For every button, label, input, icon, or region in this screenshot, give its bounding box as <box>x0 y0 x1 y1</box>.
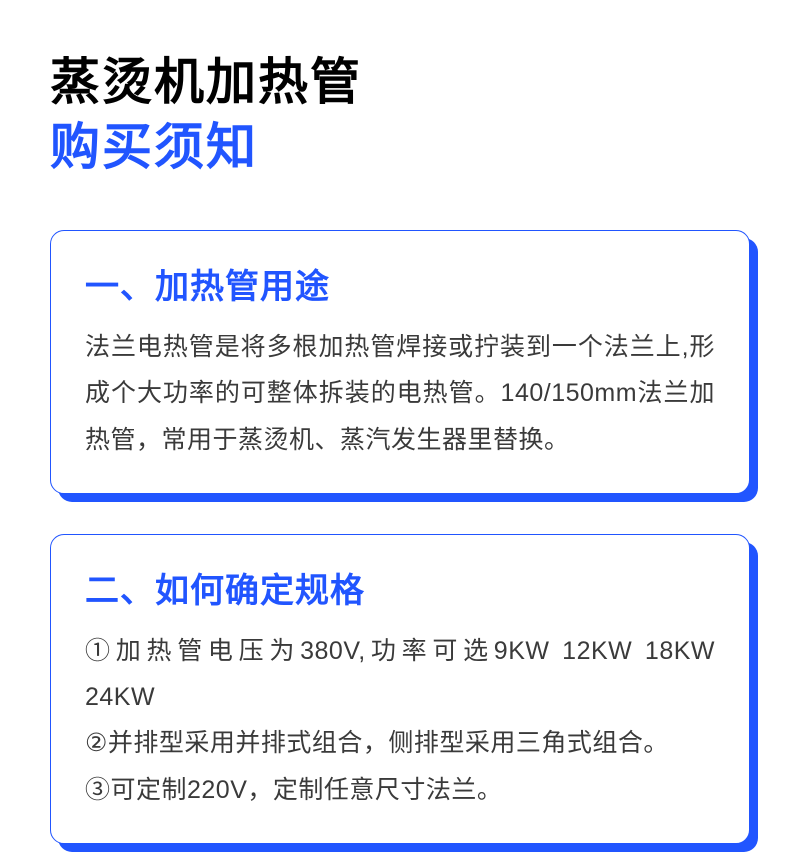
card-content: 二、如何确定规格 ①加热管电压为380V,功率可选9KW 12KW 18KW 2… <box>50 534 750 844</box>
info-card-2: 二、如何确定规格 ①加热管电压为380V,功率可选9KW 12KW 18KW 2… <box>50 534 750 844</box>
card-content: 一、加热管用途 法兰电热管是将多根加热管焊接或拧装到一个法兰上,形成个大功率的可… <box>50 230 750 494</box>
card-heading: 二、如何确定规格 <box>85 563 715 612</box>
card-heading: 一、加热管用途 <box>85 259 715 308</box>
title-line-2: 购买须知 <box>50 115 750 180</box>
page-title-block: 蒸烫机加热管 购买须知 <box>50 50 750 180</box>
card-body: 法兰电热管是将多根加热管焊接或拧装到一个法兰上,形成个大功率的可整体拆装的电热管… <box>85 324 715 463</box>
card-body: ①加热管电压为380V,功率可选9KW 12KW 18KW 24KW ②并排型采… <box>85 628 715 813</box>
title-line-1: 蒸烫机加热管 <box>50 50 750 115</box>
info-card-1: 一、加热管用途 法兰电热管是将多根加热管焊接或拧装到一个法兰上,形成个大功率的可… <box>50 230 750 494</box>
